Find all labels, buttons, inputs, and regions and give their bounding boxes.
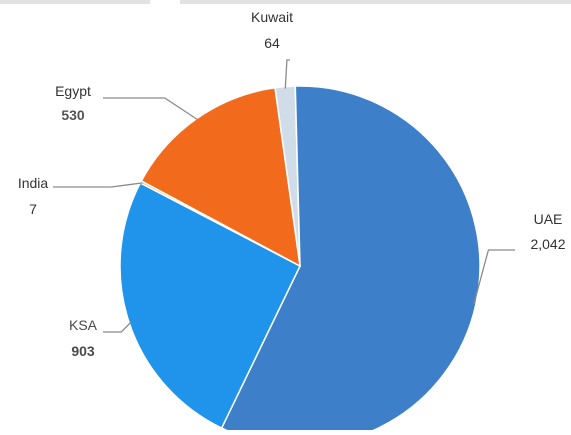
slice-value-uae: 2,042 [530, 236, 565, 252]
top-divider-left [0, 0, 150, 4]
leader-line-ksa [103, 321, 132, 333]
slice-label-kuwait: Kuwait [251, 9, 293, 25]
leader-line-kuwait [284, 59, 290, 89]
slice-label-india: India [18, 175, 49, 191]
top-divider-right [180, 0, 571, 4]
leader-line-uae [473, 249, 515, 304]
pie-slice-uae [220, 85, 481, 435]
slice-value-ksa: 903 [71, 343, 95, 359]
pie-slice-egypt [140, 86, 301, 268]
slice-value-india: 7 [29, 201, 37, 217]
pie-slice-ksa [119, 181, 301, 430]
slice-value-egypt: 530 [61, 107, 85, 123]
leader-lines [53, 59, 515, 333]
slice-label-ksa: KSA [69, 317, 98, 333]
slice-label-uae: UAE [534, 211, 563, 227]
leader-line-india [53, 182, 143, 188]
slice-value-kuwait: 64 [264, 35, 280, 51]
slice-label-egypt: Egypt [55, 83, 91, 99]
pie-slices [119, 85, 481, 435]
leader-line-egypt [103, 97, 199, 121]
